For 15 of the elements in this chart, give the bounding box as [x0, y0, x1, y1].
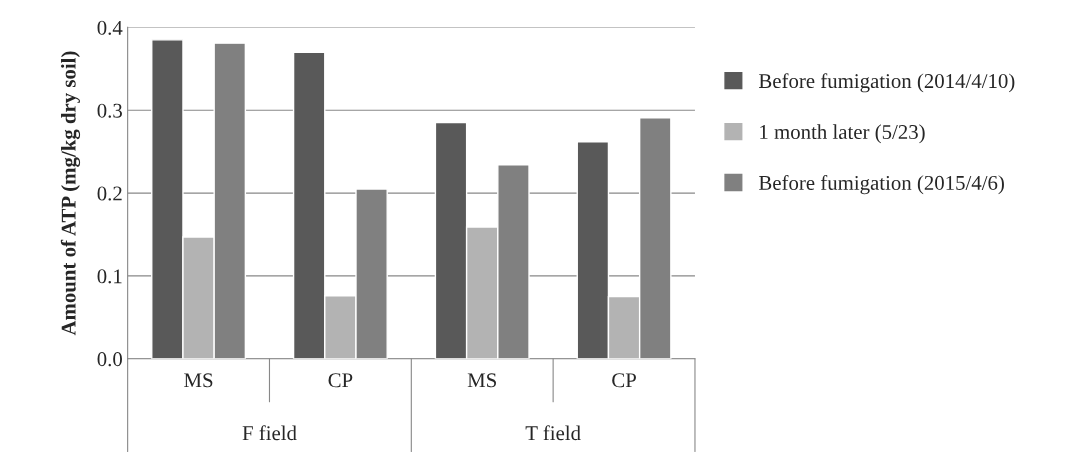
x-tick-label: MS: [467, 373, 496, 388]
legend-label: 1 month later (5/23): [760, 124, 925, 144]
text: F field: [242, 425, 297, 441]
text: T field: [525, 425, 581, 441]
y-axis-title: Amount of ATP (mg/kg dry soil): [60, 51, 81, 336]
y-tick-label: 0.4: [97, 20, 123, 35]
y-tick-label: 0.2: [97, 186, 122, 201]
x-tick-label: MS: [184, 373, 213, 388]
x-tick-label: CP: [328, 373, 353, 388]
legend-label: Before fumigation (2014/4/10): [759, 73, 1015, 93]
y-tick-label: 0.3: [97, 103, 122, 118]
legend-label: Before fumigation (2015/4/6): [759, 175, 1004, 195]
y-tick-label: 0.0: [97, 352, 122, 367]
y-tick-label: 0.1: [97, 269, 122, 284]
x-tick-label: CP: [612, 373, 636, 388]
